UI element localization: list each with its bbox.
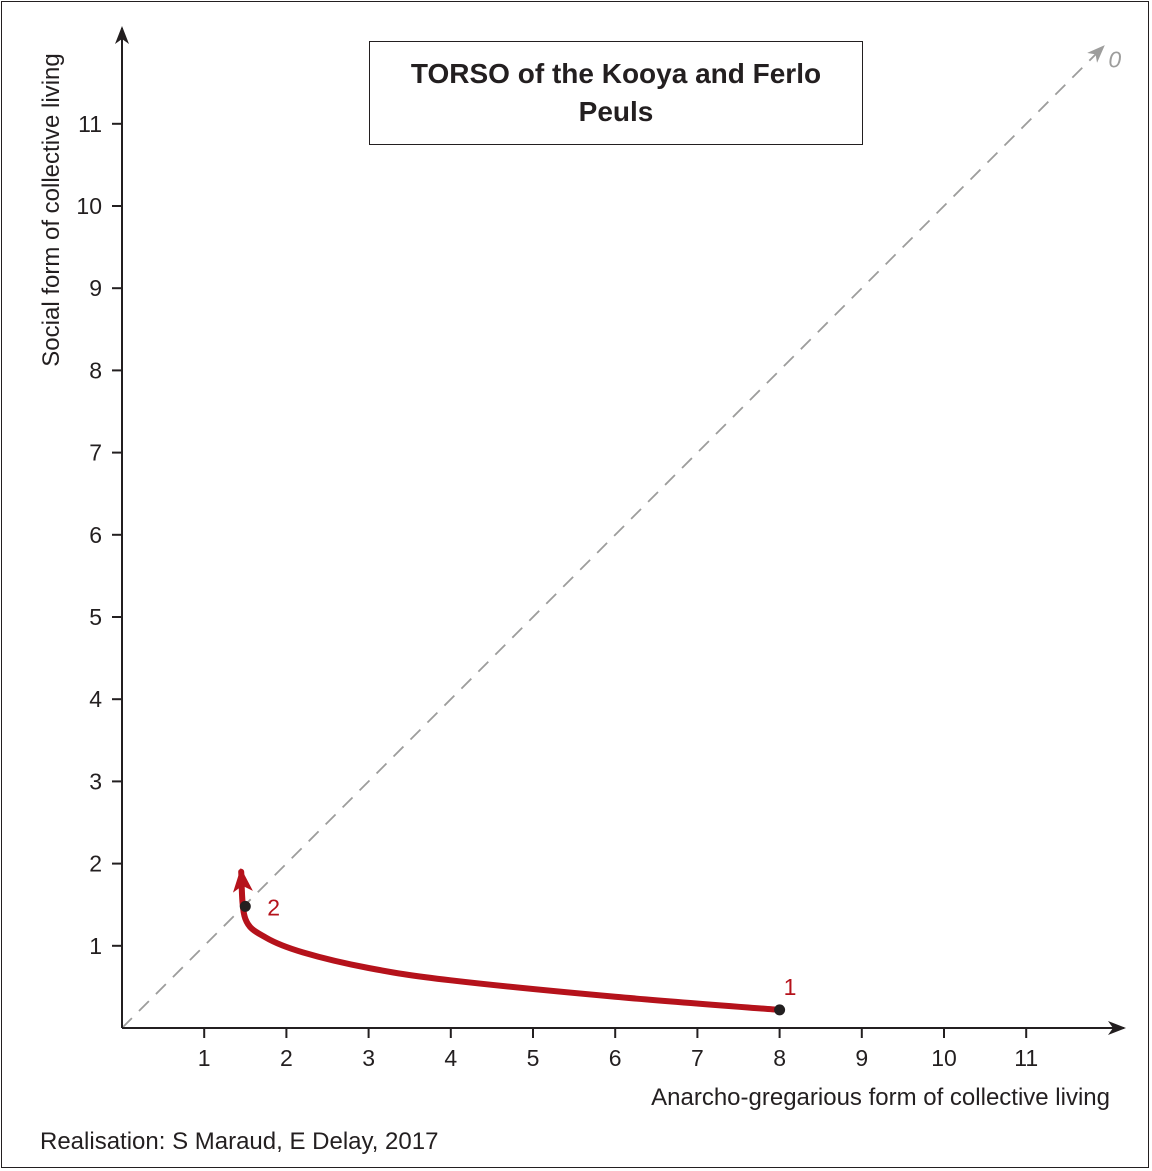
- x-axis-label: Anarcho-gregarious form of collective li…: [651, 1084, 1110, 1111]
- y-tick-label: 5: [89, 604, 102, 630]
- y-tick-label: 3: [89, 768, 102, 794]
- point-label-1: 1: [784, 974, 797, 1000]
- y-tick-label: 2: [89, 851, 102, 877]
- y-tick-label: 10: [76, 193, 102, 219]
- y-tick-label: 6: [89, 522, 102, 548]
- y-tick-label: 11: [78, 111, 102, 137]
- x-tick-label: 5: [527, 1045, 540, 1071]
- y-axis-label: Social form of collective living: [38, 53, 65, 366]
- y-tick-label: 8: [89, 357, 102, 383]
- chart-title: TORSO of the Kooya and Ferlo Peuls: [410, 58, 822, 127]
- diagonal-end-label: 0: [1108, 47, 1121, 73]
- credit-text: Realisation: S Maraud, E Delay, 2017: [40, 1128, 439, 1155]
- y-tick-label: 7: [89, 440, 102, 466]
- point-label-2: 2: [267, 894, 280, 920]
- x-ticks: 1 2 3 4 5 6 7 8 9 10 11: [198, 1028, 1038, 1071]
- diagonal-line: [121, 45, 1105, 1029]
- y-tick-label: 9: [89, 275, 102, 301]
- x-tick-label: 6: [609, 1045, 622, 1071]
- x-tick-label: 9: [855, 1045, 868, 1071]
- x-tick-label: 7: [691, 1045, 704, 1071]
- point-marker-1: [774, 1004, 786, 1016]
- x-tick-label: 10: [931, 1045, 957, 1071]
- x-tick-label: 3: [362, 1045, 375, 1071]
- x-tick-label: 2: [280, 1045, 293, 1071]
- y-tick-label: 4: [89, 686, 102, 712]
- trajectory-line: [232, 867, 783, 1013]
- point-marker-2: [239, 900, 251, 912]
- x-tick-label: 4: [444, 1045, 457, 1071]
- y-ticks: 1 2 3 4 5 6 7 8 9 10 11: [76, 111, 122, 959]
- points-layer: 12: [239, 894, 797, 1016]
- series-layer: [232, 867, 783, 1013]
- x-tick-label: 1: [198, 1045, 211, 1071]
- title-box: TORSO of the Kooya and Ferlo Peuls: [369, 41, 863, 145]
- y-tick-label: 1: [89, 933, 102, 959]
- x-tick-label: 11: [1014, 1045, 1038, 1071]
- x-tick-label: 8: [773, 1045, 786, 1071]
